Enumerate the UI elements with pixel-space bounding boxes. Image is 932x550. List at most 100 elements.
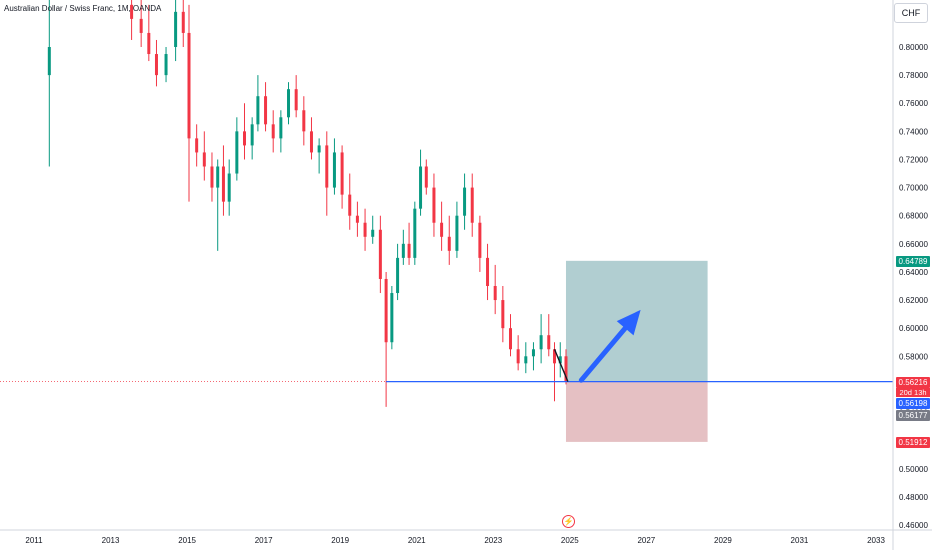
candle-body (271, 124, 275, 139)
arrow-shaft (578, 325, 628, 383)
y-tick-label: 0.66000 (899, 240, 928, 249)
trend-line (553, 348, 569, 382)
candle-body (195, 138, 199, 153)
candle-body (164, 54, 168, 76)
arrow-head (616, 309, 641, 336)
candle-body (302, 110, 306, 132)
candle-body (486, 257, 490, 286)
candle-body (227, 173, 231, 202)
price-axis[interactable]: 0.80000 0.78000 0.76000 0.74000 0.72000 0.700… (892, 0, 928, 550)
candle-body (340, 152, 344, 195)
currency-button[interactable]: CHF (894, 3, 928, 23)
candle-body (235, 131, 239, 174)
candle-body (130, 4, 134, 19)
candle-body (332, 152, 336, 188)
candle-body (440, 222, 444, 237)
y-tick-label: 0.80000 (899, 43, 928, 52)
x-tick-label: 2033 (867, 536, 885, 545)
target-price-tag: 0.64789 (896, 256, 930, 267)
x-tick-label: 2011 (25, 536, 43, 545)
candle-body (508, 328, 512, 350)
candle-body (524, 356, 528, 364)
candle-body (501, 300, 505, 329)
candle-body (250, 124, 254, 146)
symbol-title: Australian Dollar / Swiss Franc, 1M, OAN… (4, 4, 162, 13)
y-tick-label: 0.76000 (899, 99, 928, 108)
candle-body (221, 166, 225, 202)
candle-body (493, 286, 497, 301)
candle-body (47, 47, 51, 76)
candle-body (424, 166, 428, 188)
candle-body (147, 32, 151, 55)
candle-body (378, 229, 382, 279)
candle-body (407, 243, 411, 258)
y-tick-label: 0.68000 (899, 212, 928, 221)
x-tick-label: 2025 (561, 536, 579, 545)
candles (47, 0, 568, 407)
x-tick-label: 2017 (255, 536, 273, 545)
candle-body (547, 335, 551, 350)
y-tick-label: 0.60000 (899, 324, 928, 333)
y-tick-label: 0.58000 (899, 352, 928, 361)
candle-body (432, 187, 436, 223)
candle-body (558, 356, 562, 364)
candle-body (216, 166, 220, 188)
candle-body (419, 166, 423, 209)
candle-body (390, 293, 394, 343)
candle-body (470, 187, 474, 223)
time-axis[interactable]: 2011 2013 2015 2017 2019 2021 2023 2025 2027 2029… (0, 529, 932, 545)
candle-body (279, 117, 283, 139)
current-price-tag: 0.56216 (896, 377, 930, 388)
candle-body (355, 215, 359, 223)
candle-body (256, 96, 260, 125)
candle-body (294, 89, 298, 111)
y-tick-label: 0.70000 (899, 184, 928, 193)
y-tick-label: 0.64000 (899, 268, 928, 277)
candle-body (154, 54, 158, 76)
candle-body (371, 229, 375, 237)
candle-body (413, 208, 417, 258)
candle-body (309, 131, 313, 153)
x-tick-label: 2013 (102, 536, 120, 545)
candle-body (139, 18, 143, 33)
candle-body (478, 222, 482, 258)
entry-price-tag: 0.56198 (896, 398, 930, 409)
candle-body (516, 349, 520, 364)
candle-body (243, 131, 246, 146)
candle-body (455, 215, 459, 251)
x-tick-label: 2031 (791, 536, 809, 545)
candle-body (264, 96, 268, 125)
stop-price-tag: 0.51912 (896, 437, 930, 448)
x-tick-label: 2015 (178, 536, 196, 545)
countdown-tag: 20d 13h (896, 388, 930, 397)
x-tick-label: 2029 (714, 536, 732, 545)
candle-body (447, 236, 451, 251)
candle-body (317, 145, 321, 153)
candle-body (363, 222, 367, 237)
candle-body (539, 335, 543, 350)
x-tick-label: 2023 (484, 536, 502, 545)
y-tick-label: 0.46000 (899, 521, 928, 530)
y-tick-label: 0.48000 (899, 493, 928, 502)
candle-body (210, 166, 214, 188)
lightning-icon[interactable]: ⚡ (562, 515, 575, 528)
y-tick-label: 0.62000 (899, 296, 928, 305)
candle-body (187, 32, 191, 139)
candle-body (463, 187, 467, 216)
candle-body (325, 145, 329, 188)
candle-body (202, 152, 206, 167)
x-tick-label: 2019 (331, 536, 349, 545)
candle-body (553, 349, 557, 364)
candle-body (384, 278, 388, 343)
y-tick-label: 0.74000 (899, 127, 928, 136)
y-tick-label: 0.72000 (899, 155, 928, 164)
position-zones (565, 260, 708, 442)
loss-zone (565, 381, 708, 442)
low-price-tag: 0.56177 (896, 410, 930, 421)
candle-body (401, 243, 405, 258)
y-tick-label: 0.78000 (899, 71, 928, 80)
candle-body (564, 356, 568, 382)
candle-body (348, 194, 352, 216)
